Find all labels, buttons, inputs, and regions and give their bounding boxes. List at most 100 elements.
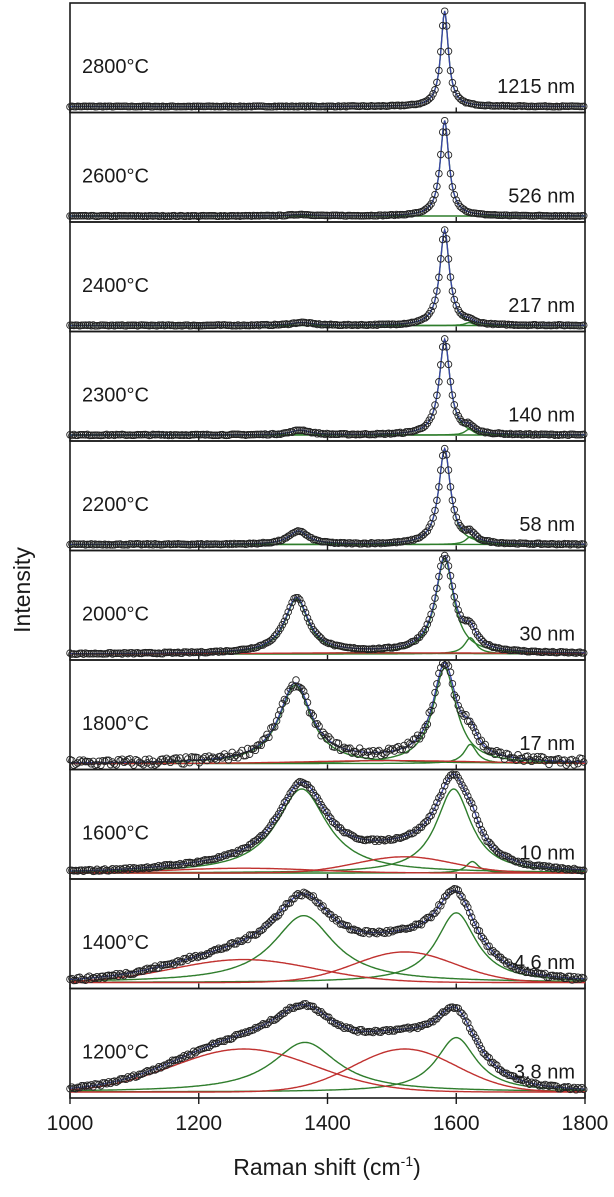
data-point: [226, 752, 235, 761]
data-point: [429, 701, 437, 710]
data-point: [450, 593, 459, 601]
data-point: [116, 757, 124, 765]
x-axis: 1000 1200 1400 1600 1800: [47, 1098, 608, 1135]
data-point: [348, 749, 356, 757]
data-point: [483, 1052, 491, 1061]
data-point: [442, 343, 451, 351]
data-point: [558, 212, 567, 220]
data-point: [330, 743, 339, 751]
data-point: [253, 430, 262, 439]
data-point: [475, 1041, 484, 1049]
data-point: [79, 102, 88, 111]
data-point: [469, 804, 478, 812]
data-point: [438, 659, 447, 668]
data-point: [162, 1061, 171, 1069]
data-point: [303, 427, 312, 436]
data-point: [321, 537, 329, 546]
data-point: [479, 427, 488, 436]
data-point: [545, 973, 553, 982]
data-point: [280, 903, 289, 912]
data-point: [427, 913, 435, 922]
data-point: [197, 102, 206, 111]
data-point: [491, 949, 499, 957]
data-point: [489, 211, 497, 219]
data-point: [450, 85, 459, 93]
data-point: [216, 752, 225, 761]
data-point: [135, 431, 144, 439]
data-point: [126, 755, 134, 763]
data-point: [437, 1010, 445, 1018]
data-point: [344, 102, 352, 110]
data-point: [466, 717, 474, 725]
data-point: [570, 761, 578, 769]
data-point: [454, 606, 462, 614]
data-point: [174, 1056, 182, 1064]
data-point: [448, 391, 457, 399]
data-point: [143, 759, 152, 767]
data-point: [240, 935, 248, 944]
data-point: [535, 861, 544, 869]
data-point: [421, 818, 430, 826]
data-point: [317, 1007, 325, 1016]
data-point: [149, 321, 157, 330]
data-point: [448, 78, 457, 87]
data-point: [579, 866, 588, 875]
data-point: [328, 818, 337, 826]
data-point: [205, 431, 213, 439]
data-point: [448, 183, 457, 191]
data-point: [431, 190, 439, 199]
data-point: [216, 430, 225, 439]
data-point: [574, 973, 582, 981]
data-point: [433, 287, 441, 295]
data-point: [359, 539, 368, 548]
data-point: [440, 893, 449, 901]
data-point: [174, 321, 182, 330]
data-point: [533, 539, 542, 548]
data-point: [382, 927, 391, 935]
data-point: [458, 893, 466, 901]
data-point: [321, 211, 329, 220]
data-point: [128, 321, 136, 330]
data-point: [491, 845, 499, 853]
data-point: [336, 824, 345, 832]
data-point: [261, 734, 269, 743]
data-point: [498, 1068, 507, 1076]
data-point: [481, 740, 489, 749]
data-point: [386, 926, 395, 934]
data-point: [340, 1024, 348, 1033]
data-point: [307, 709, 316, 718]
data-point: [222, 212, 231, 220]
data-point: [81, 1082, 90, 1091]
data-point: [579, 974, 588, 982]
data-point: [309, 319, 318, 328]
data-point: [466, 617, 474, 626]
data-point: [460, 205, 468, 214]
data-point: [466, 1024, 474, 1033]
data-point: [549, 102, 557, 111]
data-point: [386, 211, 395, 219]
x-axis-label: Raman shift (cm-1): [233, 1153, 421, 1180]
data-point: [485, 838, 493, 846]
data-point: [471, 921, 480, 929]
data-point: [296, 210, 304, 219]
data-point: [160, 861, 169, 869]
data-point: [184, 956, 192, 964]
data-point: [429, 196, 437, 204]
data-point: [467, 913, 476, 921]
data-point: [160, 212, 169, 221]
size-label: 3.8 nm: [514, 1061, 575, 1083]
data-point: [462, 526, 470, 535]
data-point: [446, 771, 455, 780]
data-point: [99, 1079, 107, 1087]
data-point: [400, 429, 408, 437]
data-point: [562, 761, 571, 769]
data-point: [417, 630, 426, 639]
data-point: [427, 706, 435, 715]
temperature-label: 2600°C: [82, 166, 149, 188]
data-point: [122, 1075, 130, 1084]
data-point: [226, 212, 235, 220]
data-point: [313, 719, 321, 728]
data-point: [267, 103, 275, 111]
data-point: [259, 641, 267, 649]
data-point: [440, 661, 449, 669]
